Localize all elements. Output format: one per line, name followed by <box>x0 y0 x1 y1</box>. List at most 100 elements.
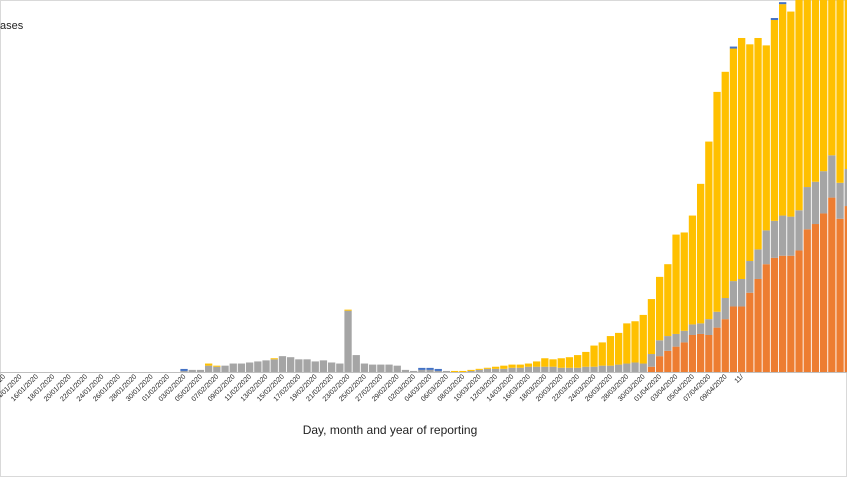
bar-segment-middle <box>262 360 270 372</box>
bar-segment-cap <box>418 367 426 370</box>
bar-segment-top <box>770 20 779 221</box>
bar-segment-top <box>762 45 770 231</box>
bar-segment-middle <box>803 187 811 230</box>
bar-segment-bottom <box>697 333 705 372</box>
bar-segment-middle <box>590 366 598 372</box>
bar-segment-middle <box>738 278 746 307</box>
bar-segment-middle <box>729 281 738 307</box>
bar-segment-middle <box>401 369 410 372</box>
bar-segment-cap <box>180 368 188 371</box>
bar-segment-top <box>582 351 590 367</box>
bar-segment-cap <box>426 367 434 370</box>
bar-segment-top <box>615 332 623 365</box>
bar-segment-cap <box>434 368 442 371</box>
bar-segment-top <box>754 37 762 250</box>
bar-segment-bottom <box>738 306 746 372</box>
bar-segment-top <box>549 359 557 367</box>
bar-segment-middle <box>664 336 672 351</box>
bar-segment-middle <box>516 367 524 372</box>
bar-segment-middle <box>442 370 451 372</box>
bar-segment-middle <box>508 367 516 372</box>
bar-segment-middle <box>680 330 688 343</box>
bar-segment-middle <box>188 369 196 372</box>
bar-segment-top <box>779 4 787 216</box>
bar-segment-middle <box>246 362 254 372</box>
bar-segment-bottom <box>770 257 779 372</box>
bar-segment-middle <box>328 362 336 372</box>
bar-segment-bottom <box>836 218 844 372</box>
bar-segment-middle <box>811 181 820 225</box>
bar-segment-top <box>713 91 721 312</box>
bar-segment-middle <box>524 366 533 372</box>
bar-segment-top <box>590 345 598 367</box>
bar-segment-top <box>721 71 729 299</box>
bar-segment-middle <box>656 340 664 357</box>
bar-segment-middle <box>770 220 779 258</box>
bar-segment-bottom <box>795 250 803 372</box>
bar-segment-top <box>516 364 524 368</box>
bar-segment-middle <box>295 359 303 372</box>
bar-segment-top <box>524 363 533 367</box>
bar-segment-middle <box>549 366 557 372</box>
bar-segment-middle <box>762 230 770 265</box>
bar-segment-bottom <box>647 366 656 372</box>
bar-segment-middle <box>360 363 369 372</box>
bar-segment-top <box>574 355 582 368</box>
bar-segment-middle <box>369 364 377 372</box>
bar-segment-top <box>500 365 508 369</box>
bar-segment-top <box>451 370 459 372</box>
bar-segment-middle <box>180 370 188 372</box>
bar-segment-top <box>664 264 672 337</box>
bar-segment-middle <box>483 368 492 372</box>
bar-segment-middle <box>500 368 508 372</box>
bar-segment-middle <box>492 368 500 372</box>
x-axis-label: Day, month and year of reporting <box>302 423 478 437</box>
bar-segment-middle <box>410 370 418 372</box>
bar-segment-middle <box>631 362 639 372</box>
bar-segment-middle <box>319 360 328 372</box>
bar-segment-middle <box>303 359 311 372</box>
bar-segment-top <box>738 37 746 279</box>
bar-segment-middle <box>582 366 590 372</box>
bar-segment-top <box>623 323 631 364</box>
bar-segment-middle <box>205 365 213 372</box>
bar-segment-top <box>795 0 803 211</box>
bar-segment-middle <box>688 324 697 336</box>
bar-segment-middle <box>647 354 656 367</box>
bar-segment-middle <box>344 310 352 372</box>
bar-segment-bottom <box>746 292 754 372</box>
bar-segment-middle <box>213 366 221 372</box>
bar-segment-bottom <box>664 350 672 372</box>
bar-segment-middle <box>623 363 631 372</box>
bar-segment-top <box>467 369 475 371</box>
bar-segment-middle <box>779 215 787 256</box>
bar-segment-middle <box>795 210 803 251</box>
bar-segment-middle <box>615 364 623 372</box>
bar-segment-middle <box>746 261 754 293</box>
bar-segment-middle <box>229 363 237 372</box>
bar-segment-bottom <box>754 278 762 372</box>
bar-segment-middle <box>311 361 319 372</box>
bar-segment-bottom <box>729 306 738 372</box>
bar-segment-top <box>541 358 549 367</box>
bar-segment-middle <box>475 369 483 372</box>
bar-segment-middle <box>385 364 393 372</box>
bar-segment-middle <box>574 367 582 372</box>
bar-segment-middle <box>352 355 360 372</box>
bar-segment-middle <box>844 169 847 207</box>
bar-segment-top <box>820 0 828 172</box>
bar-segment-bottom <box>688 335 697 372</box>
bar-segment-cap <box>770 18 779 21</box>
bar-segment-bottom <box>705 335 713 372</box>
bar-segment-top <box>508 364 516 368</box>
bar-segment-middle <box>270 359 278 372</box>
bar-segment-middle <box>820 171 828 214</box>
bar-segment-top <box>836 0 844 183</box>
bar-segment-top <box>705 141 713 320</box>
bar-segment-middle <box>336 363 344 372</box>
bar-segment-bottom <box>713 327 721 372</box>
bar-segment-bottom <box>721 319 729 372</box>
bar-segment-middle <box>287 357 295 372</box>
bar-segment-top <box>483 367 492 369</box>
bar-segment-top <box>746 44 754 262</box>
